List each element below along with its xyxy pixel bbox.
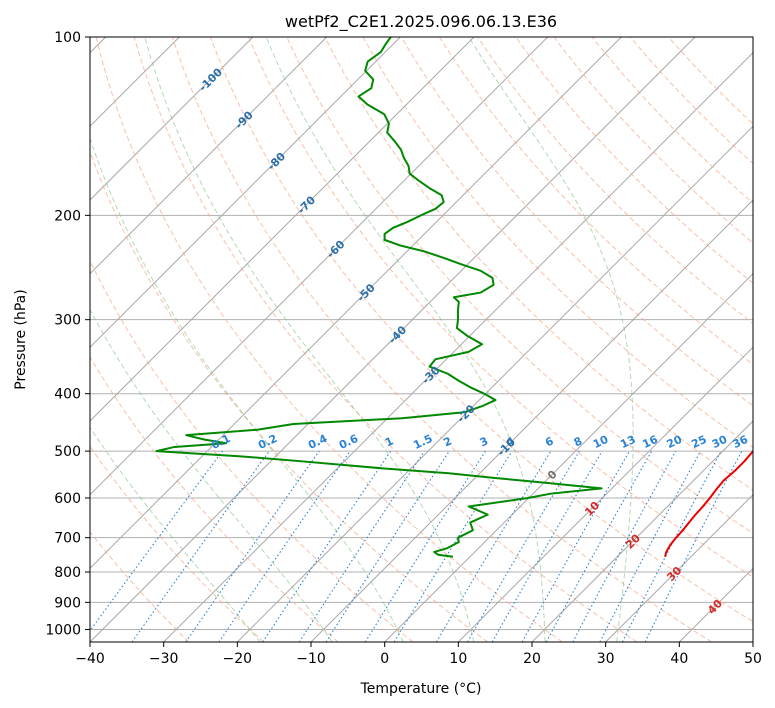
mixing-ratio-line xyxy=(572,450,677,642)
mixing-ratio-label: 13 xyxy=(618,433,637,451)
plot-frame xyxy=(89,36,754,643)
y-tick-label: 900 xyxy=(54,595,81,611)
mixing-ratio-lines xyxy=(90,450,743,642)
mixing-ratio-line xyxy=(393,450,513,642)
temperature-profile-line xyxy=(664,449,753,558)
dewpoint-profile-line xyxy=(155,37,603,558)
x-tick-label: −20 xyxy=(223,651,253,667)
dry-adiabat-line xyxy=(477,37,753,325)
y-tick-label: 1000 xyxy=(45,622,81,638)
isotherm-line xyxy=(90,37,622,570)
mixing-ratio-label: 10 xyxy=(591,433,611,451)
mixing-ratio-line xyxy=(467,450,580,642)
isotherm-line xyxy=(90,37,328,275)
dry-adiabat-line xyxy=(553,37,753,244)
dry-adiabat-line xyxy=(90,356,339,642)
dry-adiabat-line xyxy=(400,37,753,407)
y-tick-label: 100 xyxy=(54,30,81,46)
mixing-ratio-label: 30 xyxy=(710,433,730,451)
moist-adiabat-line xyxy=(144,37,475,642)
y-tick-label: 700 xyxy=(54,531,81,547)
isotherm-line xyxy=(90,37,549,496)
x-axis-title: Temperature (°C) xyxy=(360,681,482,697)
moist-adiabat-line xyxy=(90,136,404,642)
y-tick-label: 600 xyxy=(54,491,81,507)
y-tick-label: 300 xyxy=(54,313,81,329)
x-tick-label: 30 xyxy=(597,651,615,667)
y-tick-label: 500 xyxy=(54,444,81,460)
dry-adiabat-line xyxy=(248,37,753,578)
dry-adiabat-line xyxy=(90,531,190,642)
dry-adiabat-line xyxy=(171,37,712,642)
x-tick-label: −30 xyxy=(149,651,179,667)
dry-adiabat-line xyxy=(90,259,414,642)
isotherm-line xyxy=(90,37,696,642)
isotherm-line xyxy=(531,420,753,642)
isotherm-line xyxy=(236,125,753,642)
mixing-ratio-line xyxy=(131,450,270,642)
sounding-profiles xyxy=(155,37,753,558)
mixing-ratio-label: 16 xyxy=(640,433,660,451)
dry-adiabat-line xyxy=(439,37,753,365)
dry-adiabat-line xyxy=(95,37,563,642)
chart-title: wetPf2_C2E1.2025.096.06.13.E36 xyxy=(285,12,557,32)
isotherm-line xyxy=(457,346,753,642)
y-axis-title: Pressure (hPa) xyxy=(13,289,29,389)
x-tick-label: 20 xyxy=(523,651,541,667)
mixing-ratio-label: 20 xyxy=(665,433,685,451)
y-tick-label: 200 xyxy=(54,208,81,224)
mixing-ratio-line xyxy=(491,450,603,642)
mixing-ratio-line xyxy=(218,450,351,642)
x-tick-label: 0 xyxy=(380,651,389,667)
mixing-ratio-label: 36 xyxy=(731,433,751,451)
isotherm-line xyxy=(90,37,254,201)
dry-adiabat-line xyxy=(133,37,638,642)
dry-adiabat-line xyxy=(90,150,488,642)
x-tick-label: −40 xyxy=(75,651,105,667)
isotherm-line xyxy=(90,37,475,422)
mixing-ratio-line xyxy=(325,450,450,642)
mixing-ratio-label: 25 xyxy=(689,433,708,451)
moist-adiabat-line xyxy=(90,308,333,642)
x-tick-label: 40 xyxy=(670,651,688,667)
mixing-ratio-line xyxy=(435,450,552,642)
y-tick-label: 400 xyxy=(54,387,81,403)
y-axis-ticks: 1000 900 800 700 600 500 400 300 200 100 xyxy=(45,30,90,638)
x-axis-ticks: −40 −30 −20 −10 0 10 20 30 40 50 xyxy=(75,642,762,667)
isotherm-line xyxy=(90,37,401,349)
dry-adiabat-line xyxy=(591,37,753,204)
dry-adiabat-line xyxy=(324,37,753,491)
isotherm-grid xyxy=(90,37,753,642)
mixing-ratio-line xyxy=(364,450,486,642)
dry-adiabats xyxy=(90,37,753,642)
mixing-ratio-line xyxy=(185,450,320,642)
x-tick-label: −10 xyxy=(296,651,326,667)
mixing-ratio-line xyxy=(545,450,653,642)
isotherm-line xyxy=(163,51,753,642)
dry-adiabat-line xyxy=(210,37,753,623)
isotherm-line xyxy=(384,272,753,642)
x-tick-label: 10 xyxy=(449,651,467,667)
moist-adiabat-line xyxy=(265,37,546,642)
dry-adiabat-line xyxy=(286,37,753,534)
mixing-ratio-line xyxy=(90,450,223,632)
x-tick-label: 50 xyxy=(744,651,762,667)
dry-adiabat-line xyxy=(362,37,753,449)
moist-adiabat-line xyxy=(90,426,261,642)
isotherm-line xyxy=(605,493,753,642)
mixing-ratio-line xyxy=(521,450,630,642)
y-tick-label: 800 xyxy=(54,565,81,581)
